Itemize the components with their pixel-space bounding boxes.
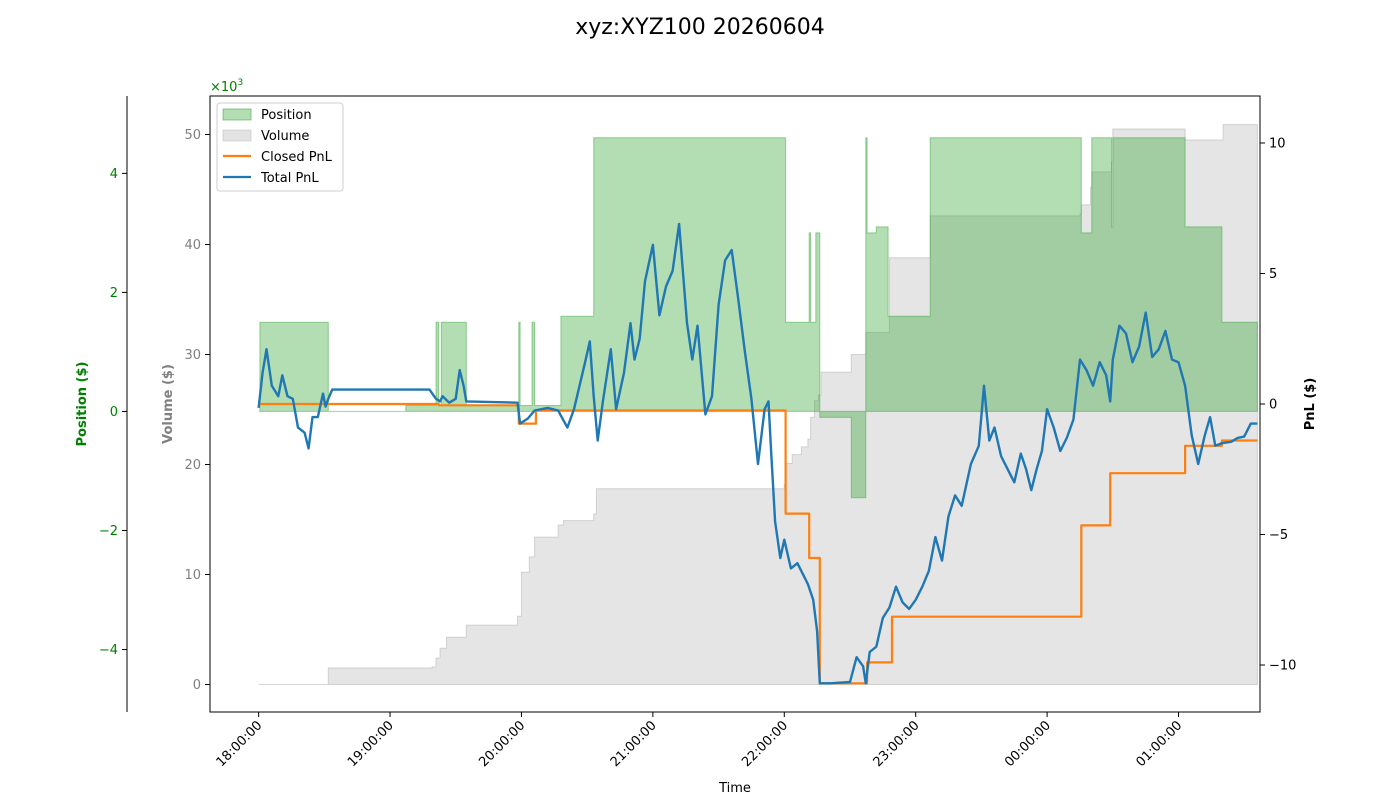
volume-tick-label: 40 [184,238,201,253]
pnl-axis: −10 −5 0 5 10 [1260,136,1296,674]
legend-frame [216,102,344,192]
x-tick-label: 01:00:00 [1133,718,1185,770]
x-axis: 18:00:00 19:00:00 20:00:00 21:00:00 22:00:00… [214,712,1185,770]
position-tick-label: −4 [99,643,118,658]
position-axis-label: Position ($) [75,362,90,447]
pnl-axis-label: PnL ($) [1303,378,1318,431]
x-axis-label: Time [718,781,751,796]
position-tick-label: 2 [110,286,118,301]
volume-axis: 0 10 20 30 40 50 [184,128,210,693]
position-area [258,137,1258,499]
total-pnl-line [257,222,1258,685]
x-tick-label: 22:00:00 [739,718,791,770]
legend-label-total-pnl: Total PnL [260,171,319,186]
volume-tick-label: 10 [184,568,201,583]
x-tick-label: 19:00:00 [345,718,397,770]
chart-title: xyz:XYZ100 20260604 [575,15,825,40]
legend-swatch-volume [222,129,252,142]
pnl-tick-label: −10 [1269,659,1296,674]
x-tick-label: 21:00:00 [608,718,660,770]
x-tick-label: 23:00:00 [871,718,923,770]
position-area-layer [258,137,1258,499]
volume-area [258,124,1258,685]
x-tick-label: 20:00:00 [476,718,528,770]
volume-tick-label: 50 [184,128,201,143]
position-axis-multiplier: ×103 [210,78,243,95]
pnl-tick-label: 10 [1269,136,1286,151]
volume-tick-label: 0 [193,678,201,693]
legend-swatch-position [222,108,252,121]
total-pnl-layer [257,222,1258,685]
volume-tick-label: 20 [184,458,201,473]
pnl-tick-label: 5 [1269,267,1277,282]
legend-label-closed-pnl: Closed PnL [261,150,333,165]
pnl-tick-label: −5 [1269,528,1288,543]
position-tick-label: 0 [110,405,118,420]
position-tick-label: −2 [99,524,118,539]
legend: Position Volume Closed PnL Total PnL [216,102,344,192]
legend-label-volume: Volume [261,129,309,144]
volume-tick-label: 30 [184,348,201,363]
x-tick-label: 00:00:00 [1002,718,1054,770]
position-axis: −4 −2 0 2 4 [99,96,128,712]
volume-area-layer [258,124,1258,685]
pnl-tick-label: 0 [1269,398,1277,413]
plot-area [209,95,1261,713]
volume-axis-label: Volume ($) [161,364,176,444]
legend-label-position: Position [261,108,312,123]
x-tick-label: 18:00:00 [214,718,266,770]
position-tick-label: 4 [110,167,118,182]
